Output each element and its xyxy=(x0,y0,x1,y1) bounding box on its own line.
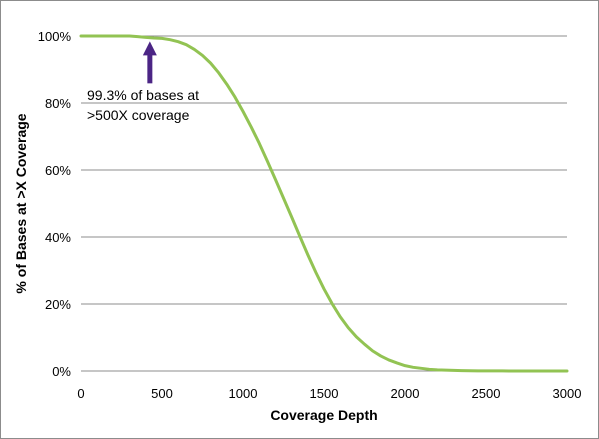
y-tick-label: 60% xyxy=(45,163,71,178)
annotation-arrow-icon xyxy=(142,41,157,56)
x-tick-label: 1000 xyxy=(229,386,258,401)
x-tick-label: 2000 xyxy=(391,386,420,401)
x-axis-title: Coverage Depth xyxy=(270,407,377,423)
x-tick-label: 0 xyxy=(77,386,84,401)
gridlines xyxy=(81,35,567,305)
y-tick-labels: 0% 20% 40% 60% 80% 100% xyxy=(38,29,72,379)
x-tick-label: 3000 xyxy=(553,386,582,401)
x-tick-label: 1500 xyxy=(310,386,339,401)
x-tick-label: 500 xyxy=(151,386,173,401)
y-tick-label: 80% xyxy=(45,96,71,111)
y-tick-label: 100% xyxy=(38,29,72,44)
annotation-text-line2: >500X coverage xyxy=(87,107,190,123)
y-axis-title: % of Bases at >X Coverage xyxy=(13,113,29,293)
x-tick-label: 2500 xyxy=(472,386,501,401)
x-tick-labels: 0 500 1000 1500 2000 2500 3000 xyxy=(77,386,581,401)
annotation: 99.3% of bases at >500X coverage xyxy=(87,41,199,123)
annotation-text-line1: 99.3% of bases at xyxy=(87,87,199,103)
y-tick-label: 0% xyxy=(52,364,71,379)
y-tick-label: 20% xyxy=(45,297,71,312)
coverage-series-line xyxy=(79,34,569,373)
y-tick-label: 40% xyxy=(45,230,71,245)
